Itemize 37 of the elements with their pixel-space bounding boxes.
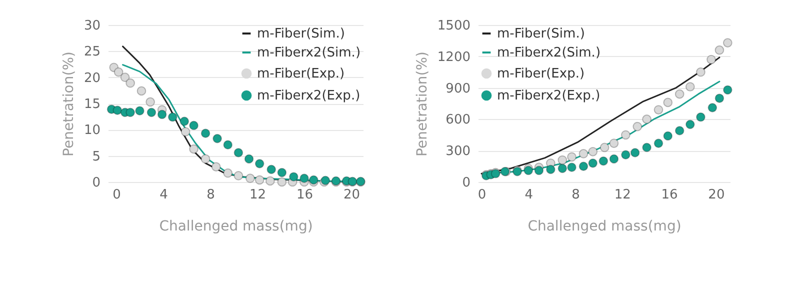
x-tick-label: 0 — [112, 188, 121, 202]
legend-label: m-Fiber(Exp.) — [497, 66, 585, 82]
y-tick-label: 15 — [84, 97, 100, 112]
legend-label: m-Fiberx2(Sim.) — [497, 46, 601, 60]
x-tick-label: 16 — [296, 188, 314, 202]
y-tick-label: 1200 — [437, 50, 470, 65]
x-tick-label: 16 — [661, 188, 678, 202]
y-tick-label: 0 — [462, 176, 470, 190]
legend-label: m-Fiberx2(Exp.) — [257, 88, 360, 104]
y-tick-label: 30 — [84, 18, 100, 34]
x-tick-label: 8 — [206, 188, 215, 202]
legend-label: m-Fiber(Exp.) — [257, 66, 345, 82]
y-axis-title: Penetration(%) — [414, 52, 430, 156]
y-tick-label: 1500 — [437, 18, 470, 34]
y-tick-label: 600 — [446, 112, 470, 128]
x-axis-title: Challenged mass(mg) — [159, 218, 313, 234]
y-tick-label: 25 — [84, 44, 100, 60]
x-tick-label: 12 — [249, 188, 266, 202]
y-tick-label: 300 — [446, 144, 470, 160]
legend-label: m-Fiber(Sim.) — [257, 26, 345, 42]
x-tick-label: 20 — [708, 188, 725, 202]
y-tick-label: 900 — [446, 81, 470, 96]
legend-label: m-Fiberx2(Exp.) — [497, 88, 600, 104]
x-tick-label: 8 — [572, 188, 580, 202]
x-tick-label: 4 — [160, 188, 168, 202]
y-axis-title: Penetration(%) — [60, 52, 77, 156]
y-tick-label: 20 — [84, 70, 100, 86]
y-tick-label: 10 — [84, 123, 100, 138]
x-tick-label: 20 — [343, 188, 360, 202]
x-axis-title: Challenged mass(mg) — [528, 218, 682, 234]
y-tick-label: 0 — [92, 176, 100, 190]
x-tick-label: 12 — [614, 188, 631, 202]
x-tick-label: 0 — [478, 188, 486, 202]
y-tick-label: 5 — [92, 149, 100, 164]
x-tick-label: 4 — [524, 188, 534, 202]
legend-label: m-Fiberx2(Sim.) — [257, 46, 361, 60]
legend-label: m-Fiber(Sim.) — [497, 26, 585, 42]
